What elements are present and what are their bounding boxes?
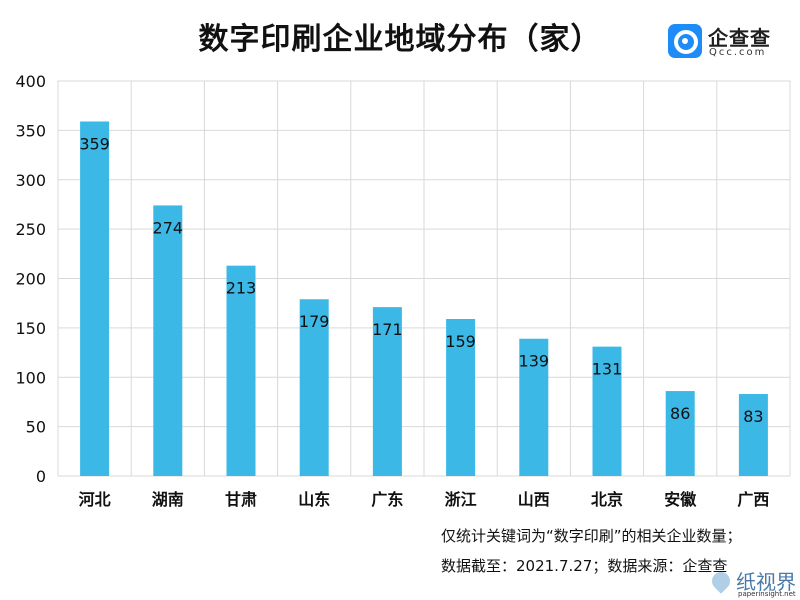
y-tick-label: 50 [26,418,46,437]
qcc-logo-icon [668,24,702,58]
y-tick-label: 250 [15,220,46,239]
x-tick-label: 甘肃 [225,490,257,509]
bar-value-label: 159 [445,332,476,351]
y-tick-label: 350 [15,121,46,140]
y-tick-label: 200 [15,270,46,289]
qcc-logo: 企查查 Qcc.com [668,22,778,60]
x-tick-label: 湖南 [152,490,184,509]
y-tick-label: 400 [15,72,46,91]
bar [519,338,549,476]
logo-domain: Qcc.com [709,47,767,58]
bar-value-label: 171 [372,320,403,339]
footnote-scope: 仅统计关键词为“数字印刷”的相关企业数量； [441,527,742,545]
bar-value-label: 86 [670,404,690,423]
bar-value-label: 131 [592,360,623,379]
bar [738,394,768,476]
y-tick-label: 300 [15,171,46,190]
bar [446,318,476,476]
watermark: 纸视界 paperinsight.net [706,566,800,600]
watermark-text: 纸视界 [736,570,796,594]
bar-value-label: 179 [299,312,330,331]
bar-value-label: 139 [519,352,550,371]
logo-name: 企查查 [708,26,771,50]
y-tick-label: 0 [36,467,46,486]
x-tick-label: 广西 [737,490,769,509]
bar-value-label: 83 [743,407,763,426]
bar-value-label: 213 [226,279,257,298]
bar [592,346,622,476]
bar [226,265,256,476]
chart-title: 数字印刷企业地域分布（家） [198,22,602,57]
x-tick-label: 山东 [298,490,330,509]
x-tick-label: 北京 [591,490,623,509]
bar-value-label: 359 [79,134,110,153]
bar [80,121,110,477]
watermark-url: paperinsight.net [738,590,796,598]
y-tick-label: 100 [15,368,46,387]
x-tick-label: 安徽 [664,490,697,509]
x-tick-label: 山西 [518,490,550,509]
x-tick-label: 河北 [79,490,111,509]
bar-value-label: 274 [153,218,184,237]
bar [665,391,695,476]
x-tick-label: 广东 [371,490,403,509]
y-tick-label: 150 [15,319,46,338]
bar [372,307,402,476]
x-tick-label: 浙江 [445,490,477,509]
footnote-source: 数据截至：2021.7.27；数据来源：企查查 [441,557,728,575]
bar [153,205,183,477]
watermark-icon [708,568,734,594]
bar [299,299,329,476]
